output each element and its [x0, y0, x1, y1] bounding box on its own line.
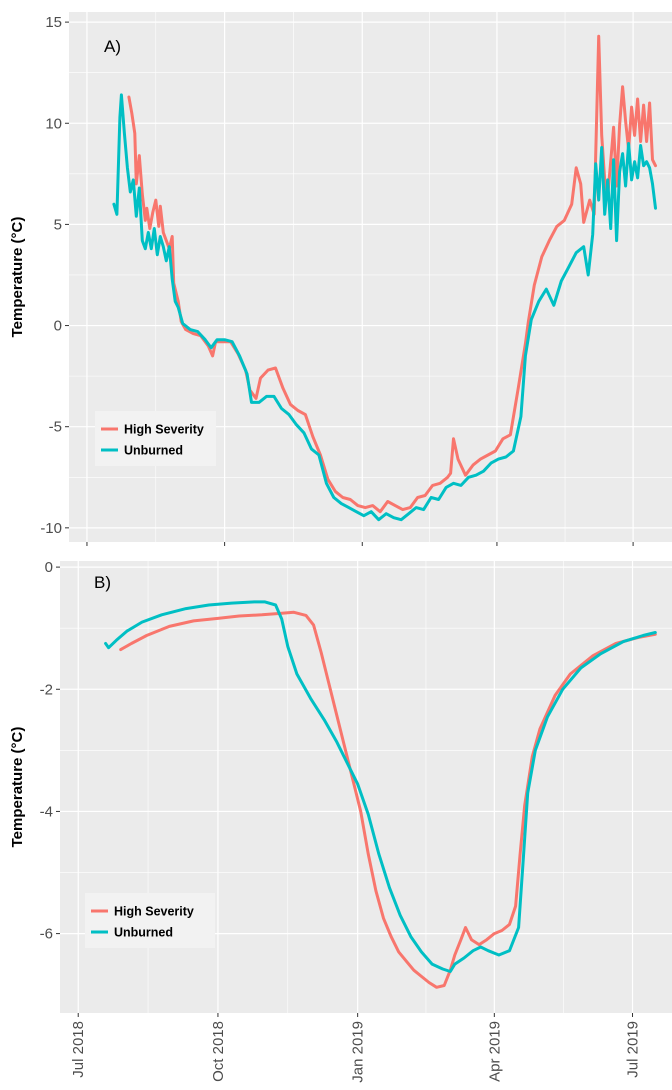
y-tick-label: -4: [40, 803, 53, 820]
y-tick-label: -2: [40, 681, 53, 698]
panel-label: A): [104, 37, 121, 56]
series-line-unburned: [104, 600, 657, 973]
y-axis-title: Temperature (°C): [9, 217, 26, 338]
panel-a: -10 -5 0 5 10 15 Temperature (°C) A) High Severi…: [9, 12, 672, 546]
series-line-high-severity: [127, 34, 657, 514]
y-tick-label: 10: [45, 115, 62, 132]
legend-background: [85, 893, 215, 948]
y-axis-title: Temperature (°C): [9, 727, 26, 848]
y-tick-label: 15: [45, 14, 62, 31]
series-line-high-severity: [119, 610, 657, 989]
x-tick-label: Apr 2019: [486, 1021, 503, 1082]
legend-background: [95, 411, 216, 466]
panel-b: -6 -4 -2 0 Jul 2018 Oct 2018 Jan 2019 Apr 2019 J…: [9, 559, 672, 1083]
legend-label: High Severity: [124, 423, 204, 437]
y-tick-label: 5: [54, 216, 62, 233]
y-tick-label: 0: [54, 318, 62, 335]
y-tick-label: -5: [49, 419, 62, 436]
x-tick-label: Jul 2019: [625, 1021, 642, 1078]
x-tick-label: Oct 2018: [210, 1021, 227, 1082]
y-tick-label: -6: [40, 926, 53, 943]
legend-label: Unburned: [114, 926, 173, 940]
legend-label: High Severity: [114, 905, 194, 919]
y-tick-label: -10: [40, 520, 62, 537]
legend: High Severity Unburned: [85, 893, 215, 948]
series-line-unburned: [112, 93, 657, 522]
legend-label: Unburned: [124, 444, 183, 458]
legend: High Severity Unburned: [95, 411, 216, 466]
y-tick-label: 0: [45, 559, 53, 576]
panel-label: B): [94, 573, 111, 592]
x-tick-label: Jan 2019: [350, 1021, 367, 1083]
x-tick-label: Jul 2018: [70, 1021, 87, 1078]
